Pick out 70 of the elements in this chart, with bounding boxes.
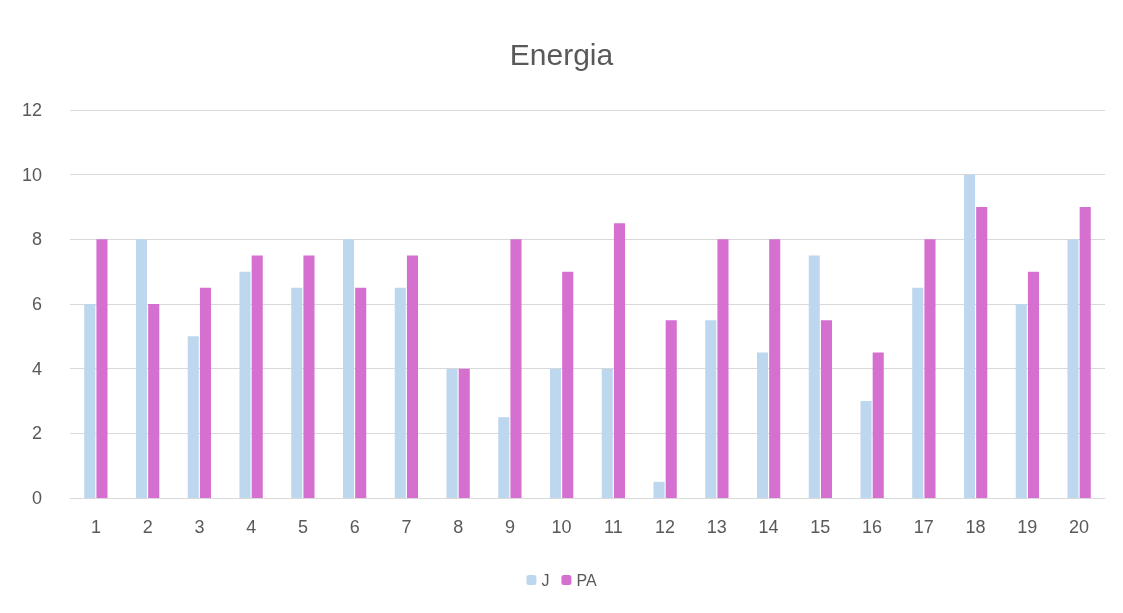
bar [1067, 239, 1079, 498]
x-tick-label: 17 [913, 517, 934, 537]
y-tick-label: 8 [31, 229, 42, 250]
y-tick-label: 0 [31, 488, 42, 508]
y-tick-label: 2 [31, 423, 42, 444]
x-tick-label: 11 [604, 517, 623, 537]
legend-label: PA [576, 571, 597, 589]
bar [458, 368, 470, 498]
chart-title: Energia [509, 37, 614, 71]
bar [912, 287, 924, 498]
bar [303, 255, 315, 498]
x-tick-label: 16 [862, 517, 883, 537]
bar [613, 223, 626, 498]
y-tick-label: 4 [31, 358, 42, 379]
bar [808, 255, 820, 498]
bar [355, 287, 367, 498]
bar [562, 271, 574, 498]
x-tick-label: 10 [551, 517, 572, 537]
y-tick-label: 10 [21, 164, 42, 185]
bar [665, 320, 677, 498]
legend-label: J [541, 571, 550, 589]
x-tick-label: 18 [965, 517, 986, 537]
bar [756, 352, 769, 498]
bar [1015, 304, 1027, 498]
x-tick-label: 13 [706, 517, 727, 537]
x-tick-label: 20 [1069, 517, 1090, 537]
bar [601, 368, 613, 498]
x-tick-label: 12 [655, 517, 676, 537]
bar [1079, 207, 1091, 498]
x-tick-label: 2 [142, 517, 153, 537]
x-tick-label: 7 [401, 517, 412, 537]
bar [549, 368, 562, 498]
bar [394, 287, 406, 498]
x-tick-label: 6 [349, 517, 360, 537]
bar [239, 271, 251, 498]
bar [976, 207, 988, 498]
bar [769, 239, 781, 498]
bar [251, 255, 263, 498]
x-tick-label: 5 [297, 517, 308, 537]
x-tick-label: 1 [90, 517, 101, 537]
bar [342, 239, 355, 498]
bar [96, 239, 108, 498]
x-tick-label: 19 [1017, 517, 1038, 537]
bar [291, 287, 303, 498]
x-tick-label: 9 [504, 517, 515, 537]
bar [84, 304, 96, 498]
x-tick-label: 3 [194, 517, 205, 537]
x-tick-label: 15 [810, 517, 831, 537]
bar [963, 174, 976, 498]
bar [510, 239, 522, 498]
bar [187, 336, 199, 498]
x-tick-label: 8 [453, 517, 464, 537]
bar [135, 239, 148, 498]
x-tick-label: 4 [246, 517, 257, 537]
bar [653, 481, 665, 498]
bar [1027, 271, 1040, 498]
bar [406, 255, 419, 498]
bar [872, 352, 884, 498]
bar [860, 401, 872, 498]
y-tick-label: 6 [31, 294, 42, 314]
bar [148, 304, 160, 498]
bar [705, 320, 717, 498]
bar [820, 320, 833, 498]
bar [717, 239, 729, 498]
bar [924, 239, 936, 498]
bar [199, 287, 212, 498]
x-tick-label: 14 [758, 517, 779, 537]
y-tick-label: 12 [21, 100, 42, 120]
bar [446, 368, 458, 498]
bar [498, 417, 510, 498]
